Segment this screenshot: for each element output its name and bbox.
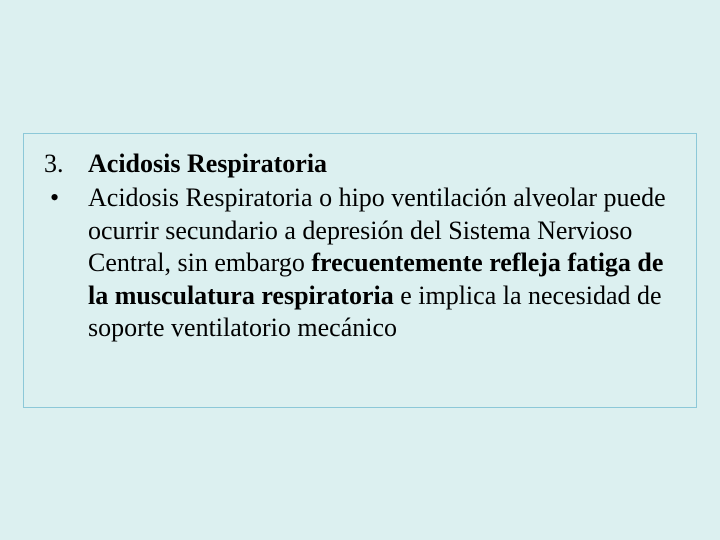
item-body: Acidosis Respiratoria o hipo ventilación… — [88, 182, 676, 345]
numbered-item: 3. Acidosis Respiratoria — [44, 148, 676, 181]
bullet-marker: • — [44, 182, 88, 215]
content-box: 3. Acidosis Respiratoria • Acidosis Resp… — [23, 133, 697, 408]
item-title: Acidosis Respiratoria — [88, 148, 676, 181]
bullet-item: • Acidosis Respiratoria o hipo ventilaci… — [44, 182, 676, 345]
number-marker: 3. — [44, 148, 88, 181]
